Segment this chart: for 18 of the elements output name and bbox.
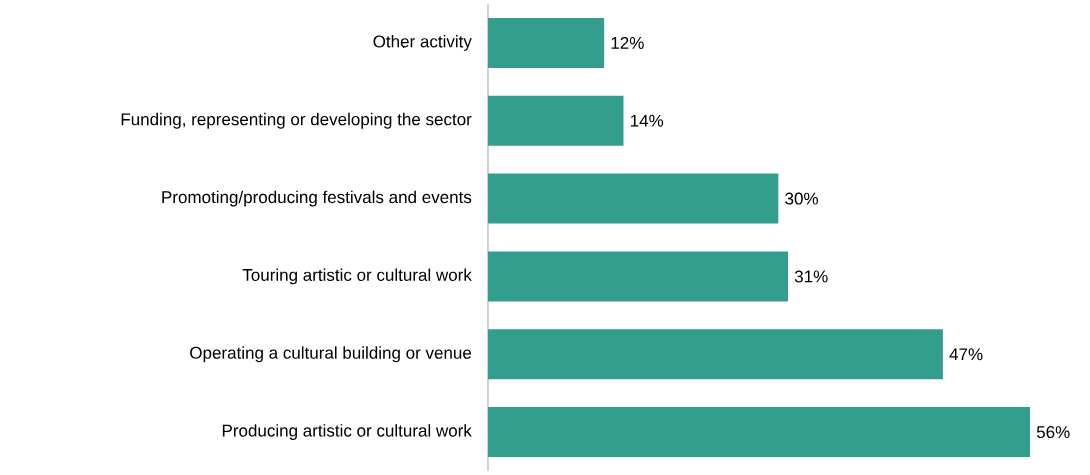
data-label: 31% — [794, 270, 828, 283]
data-label: 14% — [630, 114, 664, 127]
bar — [488, 407, 1030, 458]
y-tick-label: Operating a cultural building or venue — [190, 346, 472, 363]
y-tick-label: Promoting/producing festivals and events — [162, 190, 472, 207]
data-label: 30% — [785, 192, 818, 205]
y-tick-label: Touring artistic or cultural work — [242, 268, 472, 285]
y-tick-label: Funding, representing or developing the sector — [121, 112, 472, 129]
y-tick-label: Other activity — [373, 35, 472, 51]
bar — [488, 251, 789, 302]
data-label: 47% — [949, 348, 983, 361]
bar — [488, 17, 605, 68]
y-tick-label: Producing artistic or cultural work — [222, 424, 472, 441]
bar — [488, 173, 779, 224]
data-label: 12% — [611, 36, 644, 49]
data-label: 56% — [1036, 426, 1070, 439]
bar — [488, 329, 943, 380]
bar — [488, 95, 624, 146]
